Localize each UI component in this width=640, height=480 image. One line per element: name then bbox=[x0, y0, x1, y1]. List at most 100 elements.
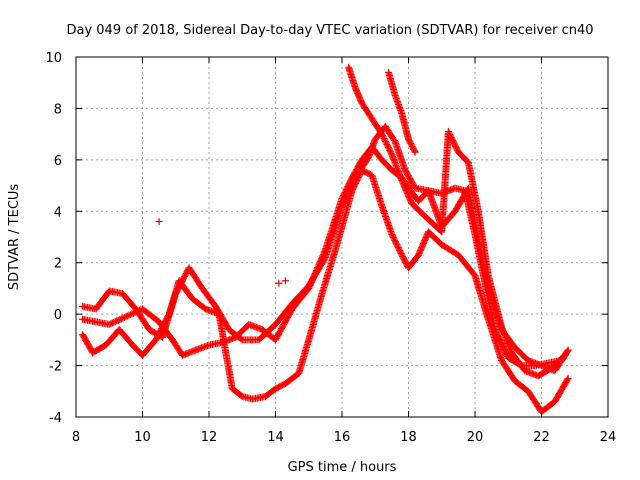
data-point bbox=[108, 319, 116, 327]
data-point bbox=[386, 148, 394, 156]
data-point bbox=[387, 149, 395, 157]
data-point bbox=[450, 139, 458, 147]
data-point bbox=[448, 135, 456, 143]
data-point bbox=[384, 142, 392, 150]
data-point bbox=[349, 185, 357, 193]
data-point bbox=[117, 315, 125, 323]
grid-layer bbox=[76, 57, 608, 417]
data-point bbox=[155, 218, 163, 226]
data-point bbox=[349, 184, 357, 192]
data-point bbox=[393, 241, 401, 249]
data-point bbox=[107, 320, 115, 328]
data-point bbox=[356, 171, 364, 179]
data-point bbox=[119, 314, 127, 322]
data-point bbox=[390, 235, 398, 243]
x-tick-label: 22 bbox=[533, 430, 550, 445]
data-point bbox=[350, 182, 358, 190]
x-tick-label: 14 bbox=[267, 430, 284, 445]
data-point bbox=[391, 236, 399, 244]
data-point bbox=[447, 132, 455, 140]
x-tick-label: 8 bbox=[72, 430, 80, 445]
y-tick-label: -4 bbox=[49, 411, 62, 426]
data-point bbox=[561, 351, 569, 359]
data-point bbox=[445, 129, 453, 137]
x-axis-label: GPS time / hours bbox=[288, 460, 397, 475]
data-point bbox=[123, 312, 131, 320]
data-point bbox=[389, 233, 397, 241]
data-point bbox=[563, 376, 571, 384]
data-point bbox=[353, 176, 361, 184]
data-layer bbox=[79, 63, 572, 416]
data-point bbox=[111, 318, 119, 326]
data-point bbox=[113, 317, 121, 325]
y-tick-label: 4 bbox=[54, 205, 62, 220]
series-outliers bbox=[155, 218, 446, 287]
data-point bbox=[438, 241, 446, 249]
data-point bbox=[452, 144, 460, 152]
x-tick-label: 24 bbox=[600, 430, 617, 445]
data-point bbox=[351, 181, 359, 189]
data-point bbox=[447, 133, 455, 141]
y-tick-label: 10 bbox=[45, 51, 62, 66]
x-tick-label: 10 bbox=[134, 430, 151, 445]
data-point bbox=[122, 313, 130, 321]
data-point bbox=[449, 136, 457, 144]
data-point bbox=[396, 248, 404, 256]
data-point bbox=[379, 132, 387, 140]
data-point bbox=[386, 146, 394, 154]
x-tick-label: 20 bbox=[467, 430, 484, 445]
x-tick-label: 12 bbox=[201, 430, 218, 445]
data-point bbox=[383, 140, 391, 148]
y-tick-label: -2 bbox=[49, 360, 62, 375]
data-point bbox=[354, 175, 362, 183]
data-point bbox=[125, 311, 133, 319]
series-track-4 bbox=[345, 63, 569, 380]
series-track-3 bbox=[79, 166, 572, 416]
data-point bbox=[355, 172, 363, 180]
data-point bbox=[352, 179, 360, 187]
data-point bbox=[275, 279, 283, 287]
y-tick-label: 8 bbox=[54, 102, 62, 117]
data-point bbox=[379, 133, 387, 141]
data-point bbox=[126, 311, 134, 319]
data-point bbox=[281, 277, 289, 285]
data-point bbox=[110, 318, 118, 326]
data-point bbox=[382, 139, 390, 147]
y-tick-label: 2 bbox=[54, 257, 62, 272]
data-point bbox=[411, 148, 419, 156]
data-point bbox=[384, 143, 392, 151]
data-point bbox=[389, 232, 397, 240]
data-point bbox=[392, 239, 400, 247]
data-point bbox=[451, 141, 459, 149]
data-point bbox=[563, 347, 571, 355]
data-point bbox=[564, 346, 572, 354]
data-point bbox=[354, 173, 362, 181]
x-tick-label: 18 bbox=[400, 430, 417, 445]
data-point bbox=[449, 138, 457, 146]
data-point bbox=[164, 312, 172, 320]
data-point bbox=[560, 352, 568, 360]
data-point bbox=[385, 145, 393, 153]
x-tick-label: 16 bbox=[334, 430, 351, 445]
y-axis-label: SDTVAR / TECUs bbox=[7, 184, 22, 291]
data-point bbox=[396, 247, 404, 255]
series-track-5 bbox=[385, 68, 419, 156]
data-point bbox=[381, 136, 389, 144]
data-point bbox=[452, 142, 460, 150]
data-point bbox=[348, 187, 356, 195]
data-point bbox=[378, 130, 386, 138]
data-point bbox=[391, 238, 399, 246]
data-point bbox=[394, 244, 402, 252]
data-point bbox=[394, 242, 402, 250]
data-point bbox=[116, 316, 124, 324]
data-point bbox=[395, 245, 403, 253]
data-point bbox=[128, 310, 136, 318]
data-point bbox=[105, 320, 113, 328]
data-point bbox=[114, 316, 122, 324]
data-point bbox=[380, 135, 388, 143]
data-point bbox=[120, 313, 128, 321]
y-tick-label: 0 bbox=[54, 308, 62, 323]
data-point bbox=[453, 145, 461, 153]
